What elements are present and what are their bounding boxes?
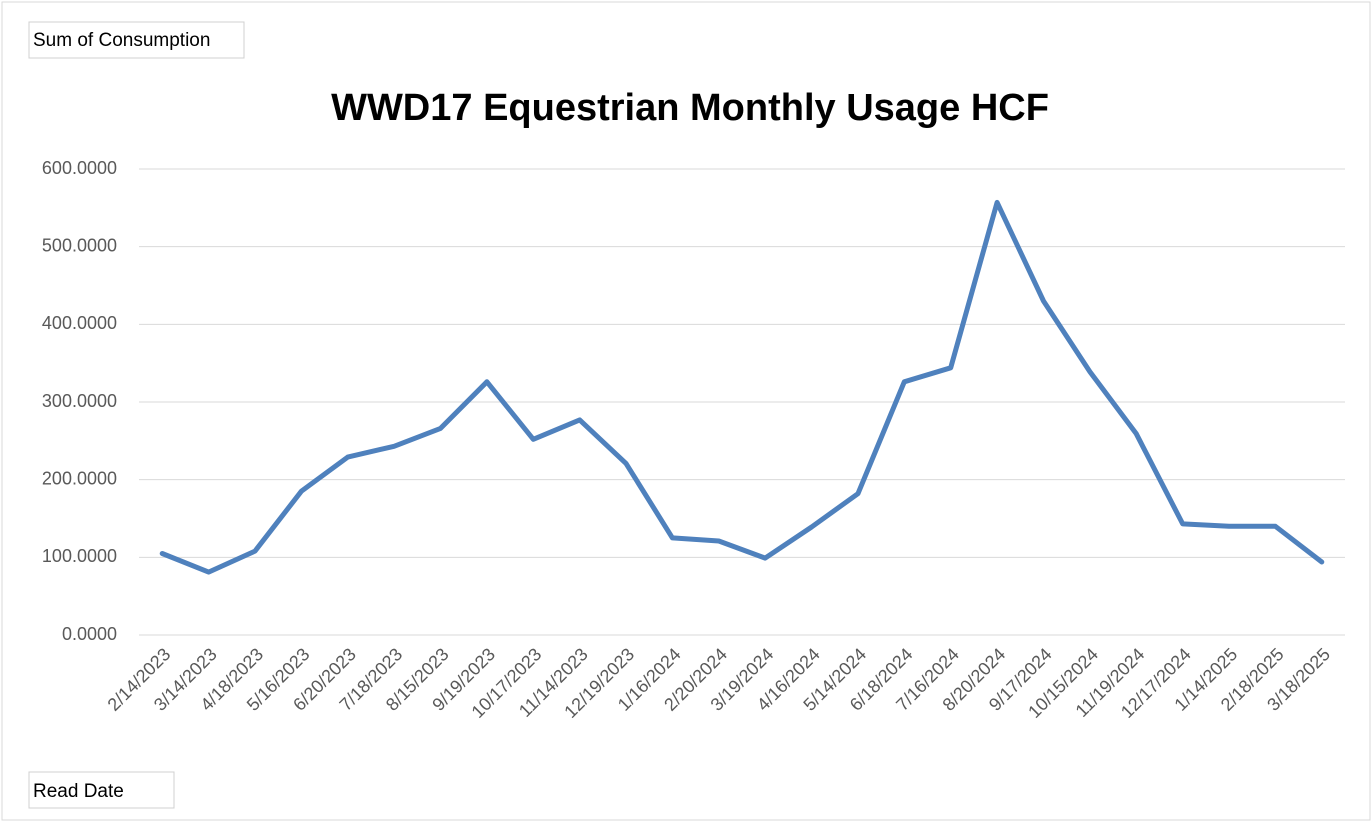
y-tick-label: 200.0000 bbox=[42, 468, 117, 488]
data-line bbox=[159, 199, 1325, 575]
field-button[interactable] bbox=[28, 771, 175, 809]
y-tick-label: 100.0000 bbox=[42, 546, 117, 566]
y-tick-label: 500.0000 bbox=[42, 235, 117, 255]
chart-title: WWD17 Equestrian Monthly Usage HCF bbox=[331, 87, 1049, 129]
value-field-label: Sum of Consumption bbox=[33, 30, 210, 51]
y-tick-label: 400.0000 bbox=[42, 313, 117, 333]
y-tick-label: 0.0000 bbox=[62, 624, 117, 644]
axis-field-label: Read Date bbox=[33, 781, 124, 802]
y-tick-label: 600.0000 bbox=[42, 158, 117, 178]
field-button[interactable] bbox=[28, 21, 245, 59]
y-tick-label: 300.0000 bbox=[42, 391, 117, 411]
